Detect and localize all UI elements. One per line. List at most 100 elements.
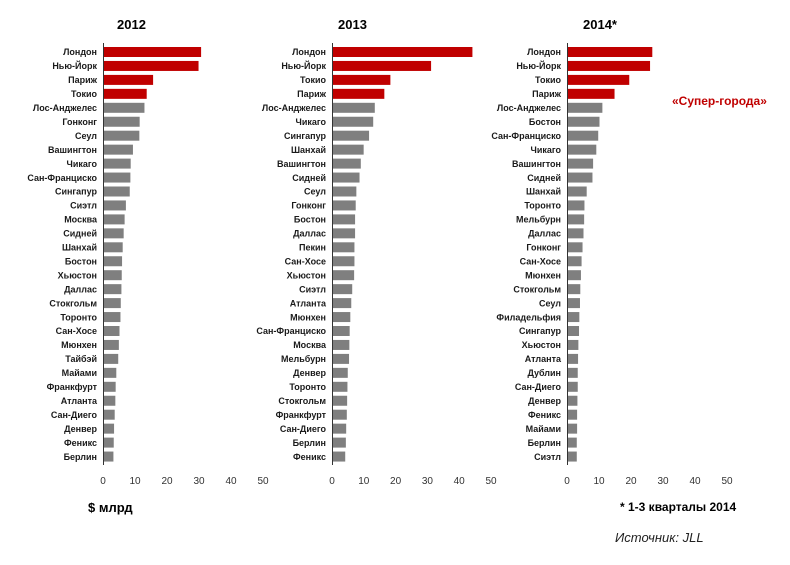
category-label: Хьюстон <box>58 270 97 280</box>
category-label: Торонто <box>289 382 326 392</box>
category-label: Нью-Йорк <box>516 60 561 71</box>
panel-title: 2014* <box>583 17 618 32</box>
bar <box>103 353 119 364</box>
bar <box>332 339 350 350</box>
bar <box>332 214 356 225</box>
bar <box>332 102 375 113</box>
x-tick-label: 50 <box>721 476 733 487</box>
category-label: Франкфурт <box>276 410 327 420</box>
bar <box>332 60 432 71</box>
category-label: Париж <box>532 89 562 99</box>
category-label: Сан-Франциско <box>256 326 326 336</box>
bar <box>567 367 578 378</box>
bar <box>567 116 600 127</box>
category-label: Париж <box>297 89 327 99</box>
category-label: Денвер <box>293 368 326 378</box>
bar <box>567 270 581 281</box>
category-label: Сеул <box>75 131 97 141</box>
category-label: Тайбэй <box>65 354 97 364</box>
bar <box>567 214 585 225</box>
category-label: Даллас <box>528 229 561 239</box>
category-label: Гонконг <box>526 243 561 253</box>
bar <box>567 326 580 336</box>
x-tick-label: 30 <box>193 476 205 487</box>
category-label: Сингапур <box>519 326 562 336</box>
category-label: Филадельфия <box>496 312 561 322</box>
category-label: Лос-Анджелес <box>33 103 97 113</box>
category-label: Чикаго <box>531 145 562 155</box>
panel-title: 2013 <box>338 17 367 32</box>
category-label: Сан-Диего <box>51 410 98 420</box>
bar <box>567 158 594 169</box>
chart-panel-3: 2014* Лондон Нью-Йорк Токио Париж Лос-Анджеле… <box>491 17 733 487</box>
category-label: Берлин <box>64 452 97 462</box>
bar <box>567 451 577 462</box>
source-note: Источник: JLL <box>615 530 704 545</box>
category-label: Мельбурн <box>516 215 561 225</box>
bar <box>567 284 581 295</box>
bar <box>103 116 140 127</box>
bar <box>332 242 355 253</box>
bar <box>103 437 114 448</box>
bar <box>567 395 578 406</box>
category-label: Токио <box>300 75 326 85</box>
bar <box>567 339 579 350</box>
category-label: Денвер <box>528 396 561 406</box>
category-label: Сан-Хосе <box>520 256 561 266</box>
bar <box>567 130 599 141</box>
category-label: Сиэтл <box>534 452 561 462</box>
category-label: Мюнхен <box>290 312 326 322</box>
bar <box>567 144 597 155</box>
category-label: Токио <box>535 75 561 85</box>
x-tick-label: 20 <box>625 476 637 487</box>
x-tick-label: 50 <box>485 476 497 487</box>
bar <box>567 200 585 211</box>
x-tick-label: 30 <box>422 476 434 487</box>
category-label: Вашингтон <box>512 159 561 169</box>
bar <box>103 312 121 323</box>
category-label: Феникс <box>528 410 561 420</box>
bar <box>332 200 356 211</box>
x-tick-label: 40 <box>454 476 466 487</box>
x-tick-label: 0 <box>329 476 335 487</box>
bar <box>103 228 124 239</box>
bar <box>332 186 357 197</box>
category-label: Сидней <box>292 173 326 183</box>
bar <box>103 423 115 434</box>
chart-panel-1: 2012 Лондон Нью-Йорк Париж Токио Лос-Анджелес… <box>27 17 269 487</box>
bar <box>332 47 473 57</box>
category-label: Торонто <box>524 201 561 211</box>
category-label: Москва <box>293 340 327 350</box>
bar <box>103 451 114 462</box>
category-label: Шанхай <box>526 187 561 197</box>
category-label: Сингапур <box>55 187 98 197</box>
bar <box>332 353 350 364</box>
category-label: Сан-Франциско <box>27 173 97 183</box>
category-label: Москва <box>64 215 98 225</box>
chart-panel-2: 2013 Лондон Нью-Йорк Токио Париж Лос-Анджелес… <box>256 17 497 487</box>
bar <box>103 102 145 113</box>
bar <box>567 312 580 323</box>
category-label: Атланта <box>525 354 562 364</box>
bar <box>567 409 578 420</box>
category-label: Нью-Йорк <box>52 60 97 71</box>
x-tick-label: 0 <box>100 476 106 487</box>
bar <box>567 381 578 392</box>
bar <box>332 326 350 336</box>
category-label: Майами <box>526 424 561 434</box>
bar <box>567 242 583 253</box>
x-tick-label: 50 <box>257 476 269 487</box>
bar <box>567 74 630 85</box>
category-label: Лондон <box>527 47 561 57</box>
category-label: Пекин <box>299 243 326 253</box>
category-label: Сеул <box>539 298 561 308</box>
category-label: Торонто <box>60 312 97 322</box>
category-label: Лондон <box>63 47 97 57</box>
category-label: Сиэтл <box>299 284 326 294</box>
bar <box>103 409 115 420</box>
category-label: Мюнхен <box>61 340 97 350</box>
category-label: Гонконг <box>62 117 97 127</box>
bar <box>332 74 391 85</box>
category-label: Сидней <box>527 173 561 183</box>
category-label: Денвер <box>64 424 97 434</box>
